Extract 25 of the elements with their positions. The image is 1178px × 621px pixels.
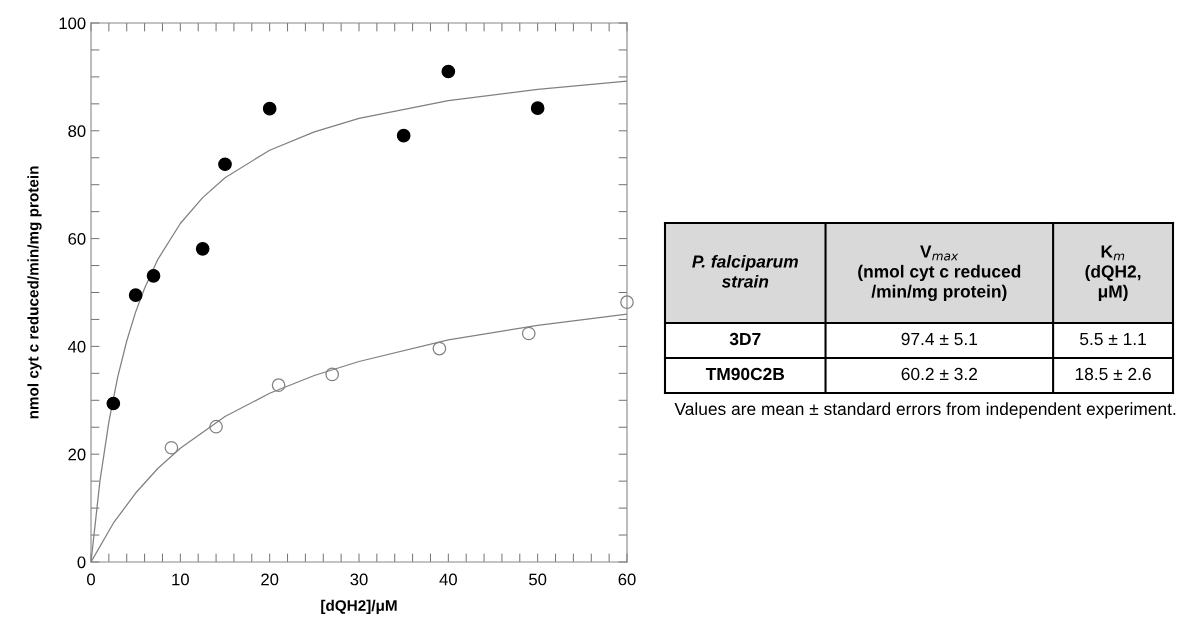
y-axis-title: nmol cyt c reduced/min/mg protein [27, 166, 42, 419]
y-tick-label: 40 [67, 340, 86, 353]
y-tick-label: 20 [68, 448, 86, 461]
category-label: K$_{m}$ (dQH2, μM) [1085, 245, 1141, 302]
x-axis-title: [dQH2]/μM [321, 599, 397, 614]
y-tick-label: 100 [59, 17, 86, 30]
category-label: P. falciparum strain [692, 254, 798, 288]
x-tick-label: 60 [618, 573, 636, 586]
x-tick-label: 40 [439, 573, 457, 586]
text: 5.5 ± 1.1 [1080, 333, 1146, 346]
x-tick-label: 20 [261, 573, 279, 586]
category-label: TM90C2B [705, 367, 785, 381]
y-tick-label: 80 [68, 125, 86, 137]
category-label: V$_{max}$ (nmol cyt c reduced /min/mg protein) [858, 245, 1021, 302]
x-tick-label: 50 [529, 573, 547, 586]
text: 60.2 ± 3.2 [901, 367, 977, 381]
x-tick-label: 0 [87, 573, 95, 586]
text: 18.5 ± 2.6 [1075, 367, 1151, 381]
y-tick-label: 0 [77, 556, 86, 569]
x-tick-label: 30 [350, 573, 368, 586]
text: Values are mean ± standard errors from independent experiment. [674, 402, 1176, 419]
text: 97.4 ± 5.1 [901, 332, 978, 346]
category-label: 3D7 [729, 332, 761, 346]
x-tick-label: 10 [172, 573, 189, 586]
y-tick-label: 60 [68, 233, 86, 245]
